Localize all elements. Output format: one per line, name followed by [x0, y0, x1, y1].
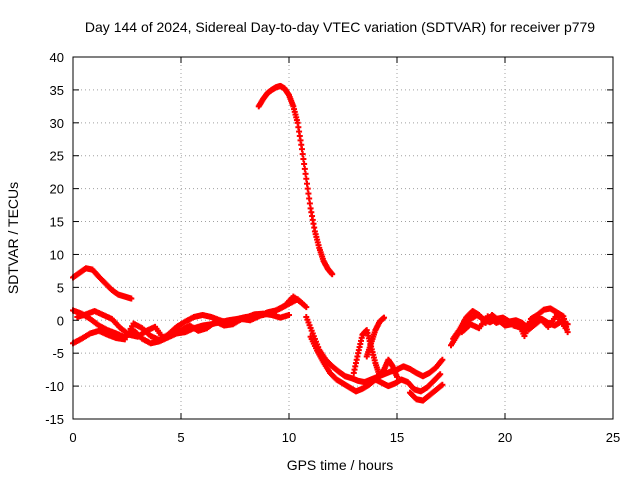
x-tick-label: 0 [69, 430, 76, 445]
x-tick-label: 25 [606, 430, 620, 445]
y-tick-label: -5 [52, 346, 64, 361]
data-point [381, 314, 388, 321]
x-tick-label: 15 [390, 430, 404, 445]
axis-ticks: 0 5 10 15 20 25 -15 -10 -5 0 5 10 15 20 25 30 35 40 [45, 50, 620, 445]
x-axis-label: GPS time / hours [287, 457, 394, 473]
series-arc-drop-a [303, 313, 446, 386]
y-axis-label: SDTVAR / TECUs [5, 182, 21, 294]
data-points [70, 82, 571, 404]
y-tick-label: 10 [50, 247, 64, 262]
series-arc-peak [255, 82, 336, 278]
data-point [128, 295, 135, 302]
series-arc-early-high [70, 265, 135, 302]
series-arc-spike [350, 327, 400, 380]
data-point [298, 300, 305, 307]
y-tick-label: -10 [45, 379, 64, 394]
data-point [437, 371, 444, 378]
y-tick-label: 0 [57, 313, 64, 328]
plot-frame [72, 56, 614, 420]
data-point [286, 312, 292, 319]
series-arc-spike-b [363, 314, 388, 360]
data-point [394, 373, 400, 380]
chart-title: Day 144 of 2024, Sidereal Day-to-day VTE… [85, 19, 595, 35]
series-arc-morning-c [74, 293, 305, 342]
series-arc-drop-b [307, 333, 444, 395]
data-point [562, 325, 569, 332]
y-tick-label: 15 [50, 215, 64, 230]
y-tick-label: 35 [50, 83, 64, 98]
y-tick-label: 30 [50, 116, 64, 131]
y-tick-label: 25 [50, 149, 64, 164]
y-tick-label: 5 [57, 280, 64, 295]
grid [73, 57, 613, 419]
data-point [564, 329, 571, 336]
series-arc-late-low [406, 381, 446, 404]
series-arc-evening-c [458, 312, 569, 336]
data-point [303, 304, 310, 311]
data-point [439, 356, 446, 363]
y-tick-label: 40 [50, 50, 64, 65]
data-point [439, 381, 446, 388]
x-tick-label: 10 [282, 430, 296, 445]
y-tick-label: -15 [45, 412, 64, 427]
x-tick-label: 5 [177, 430, 184, 445]
y-tick-label: 20 [50, 182, 64, 197]
data-point [329, 271, 336, 278]
x-tick-label: 20 [498, 430, 512, 445]
